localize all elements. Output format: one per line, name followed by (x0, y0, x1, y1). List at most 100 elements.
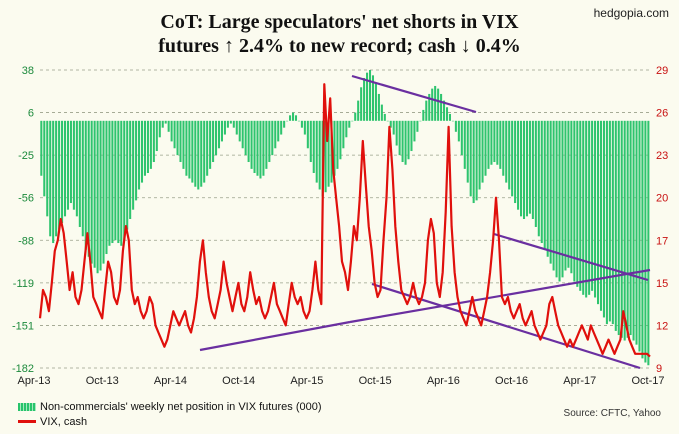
bar (398, 120, 401, 156)
bar (315, 120, 318, 183)
bar (324, 120, 327, 193)
y-right-tick-label: 20 (656, 193, 668, 205)
bar (135, 120, 138, 201)
bar (528, 120, 531, 214)
y-right-tick-label: 29 (656, 65, 668, 77)
bar (460, 120, 463, 156)
bar (605, 120, 608, 325)
x-tick-label: Apr-13 (17, 375, 50, 387)
bar (265, 120, 268, 169)
bar (348, 120, 351, 128)
bar (200, 120, 203, 187)
legend-entry-vix: VIX, cash (18, 414, 322, 429)
bar (96, 120, 99, 274)
y-left-tick-label: -88 (18, 235, 34, 247)
bar (377, 93, 380, 121)
legend-swatch-vix (18, 420, 36, 423)
bar (294, 115, 298, 121)
bar (143, 120, 147, 176)
bar (531, 120, 534, 219)
bar (108, 120, 111, 246)
x-tick-label: Apr-15 (290, 375, 323, 387)
bar (374, 83, 377, 121)
bar (602, 120, 605, 318)
bar (440, 93, 443, 121)
bar (123, 120, 126, 241)
trendline (351, 74, 477, 114)
bar (496, 120, 499, 165)
x-tick-label: Oct-15 (359, 375, 392, 387)
x-tick-label: Oct-14 (222, 375, 255, 387)
bar (179, 120, 182, 163)
bar (120, 120, 123, 246)
bar (129, 120, 132, 219)
bar (555, 120, 558, 278)
bar (226, 120, 229, 128)
bar (620, 120, 623, 338)
bar (443, 100, 446, 121)
bar (608, 120, 611, 322)
x-tick-label: Apr-16 (427, 375, 460, 387)
bar (537, 120, 540, 237)
bar (434, 85, 437, 121)
y-left-tick-label: -151 (12, 320, 34, 332)
bar (197, 120, 200, 190)
bar (371, 75, 375, 121)
bar (448, 113, 452, 121)
bar (591, 120, 594, 291)
bar (176, 120, 179, 156)
bar (333, 120, 336, 176)
bar (549, 120, 552, 264)
bar (599, 120, 603, 311)
bar (588, 120, 591, 295)
bar (647, 120, 650, 366)
bar (425, 100, 428, 121)
bar (117, 120, 120, 244)
bar (170, 120, 173, 142)
bar (286, 120, 289, 122)
bar (505, 120, 508, 183)
bar (235, 120, 238, 135)
y-left-tick-label: -56 (18, 193, 34, 205)
bar (232, 120, 235, 128)
bar (469, 120, 472, 197)
bar (256, 120, 259, 176)
bar (561, 120, 564, 278)
bar (336, 120, 339, 169)
bar (93, 120, 96, 268)
bar (61, 120, 64, 223)
bar (250, 120, 253, 169)
bar (520, 120, 523, 217)
bar (517, 120, 520, 210)
y-right-tick-label: 23 (656, 150, 668, 162)
bar (253, 120, 256, 173)
bar (300, 120, 303, 128)
bar (472, 120, 475, 204)
bar (229, 120, 232, 124)
bar (167, 120, 170, 132)
bar (493, 120, 496, 163)
bar (392, 120, 395, 135)
bar (105, 120, 108, 255)
bar (280, 120, 283, 135)
bar (66, 120, 70, 210)
bar (573, 120, 576, 282)
bar (511, 120, 514, 197)
bar (84, 120, 87, 250)
bar (487, 120, 490, 169)
y-left-tick-label: -182 (12, 363, 34, 375)
bar (395, 120, 398, 146)
bar (238, 120, 241, 142)
bar (490, 120, 493, 165)
bar (306, 120, 309, 149)
bar (585, 120, 588, 298)
bar (499, 120, 502, 169)
bar (126, 120, 129, 230)
bar (220, 120, 223, 142)
bar (268, 120, 271, 163)
trendline (493, 232, 649, 282)
bar (466, 120, 469, 183)
bar (46, 120, 49, 217)
bar (508, 120, 511, 190)
